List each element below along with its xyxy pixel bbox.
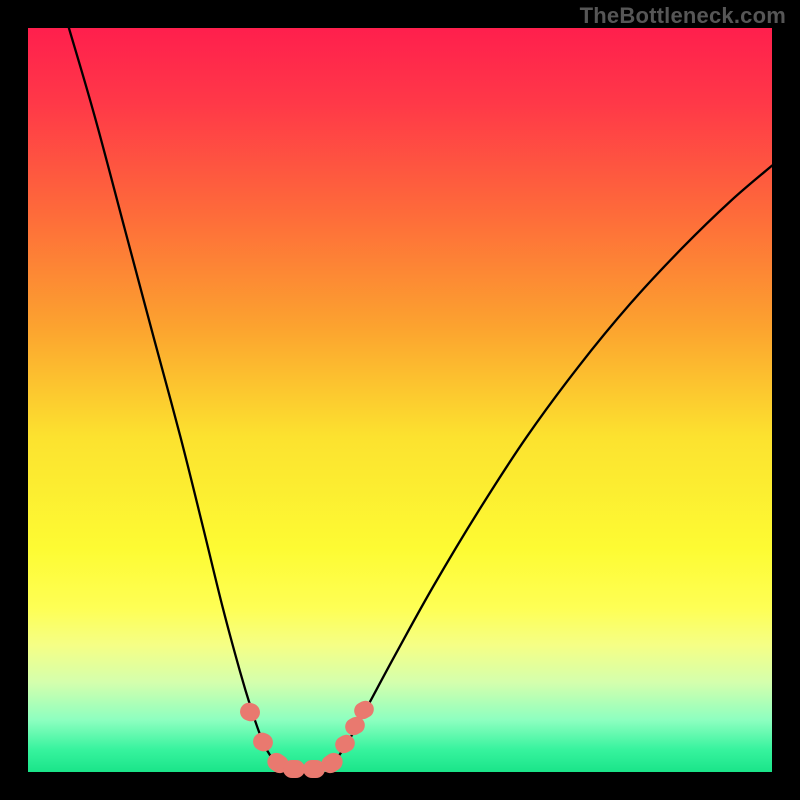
watermark-text: TheBottleneck.com <box>580 3 786 29</box>
plot-area <box>28 28 772 772</box>
